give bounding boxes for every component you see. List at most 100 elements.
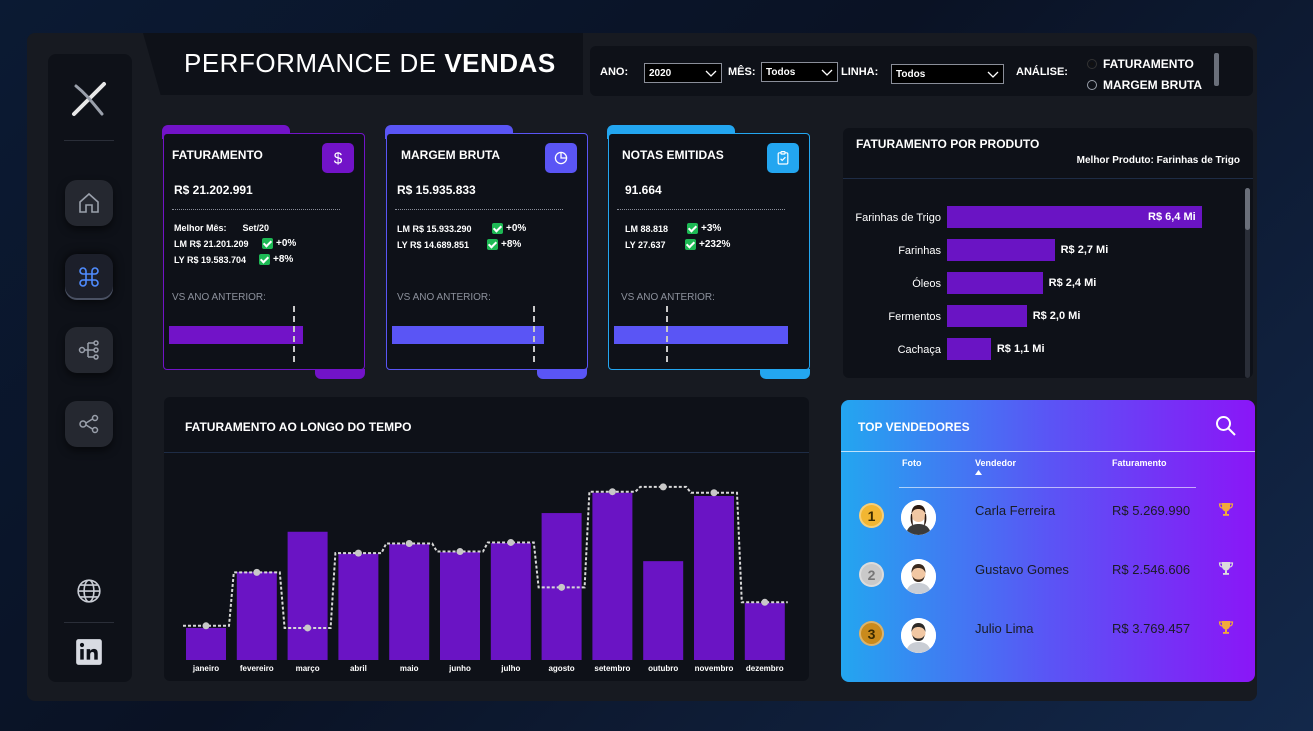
product-bar[interactable] (947, 239, 1055, 261)
globe-button[interactable] (74, 576, 104, 606)
previous-year-point[interactable] (202, 622, 210, 630)
chevron-down-icon (705, 70, 717, 77)
kpi-card-margem-bruta: MARGEM BRUTA R$ 15.935.833 LM R$ 15.933.… (386, 133, 588, 370)
previous-year-point[interactable] (253, 568, 261, 576)
linkedin-icon (76, 639, 102, 665)
mes-select[interactable]: Todos (761, 62, 838, 82)
radio-button-selected[interactable] (1087, 59, 1097, 69)
x-tick-label: agosto (548, 664, 574, 673)
kpi-card-faturamento: FATURAMENTO $ R$ 21.202.991 Melhor Mês: … (163, 133, 365, 370)
radio-faturamento[interactable]: FATURAMENTO (1087, 57, 1194, 71)
previous-year-point[interactable] (710, 489, 718, 497)
search-icon[interactable] (1214, 414, 1238, 438)
previous-year-point[interactable] (354, 549, 362, 557)
header-underline (899, 487, 1196, 488)
x-tick-label: abril (350, 664, 367, 673)
product-row[interactable]: Óleos R$ 2,4 Mi (843, 272, 1243, 296)
kpi-best-month: Melhor Mês: Set/20 (174, 223, 269, 233)
product-bar[interactable] (947, 338, 991, 360)
filter-scrollbar[interactable] (1214, 53, 1219, 86)
column-header-foto: Foto (902, 458, 922, 468)
kpi-ly-label: LY R$ 14.689.851 (397, 239, 470, 250)
radio-button[interactable] (1087, 80, 1097, 90)
product-row[interactable]: Farinhas de Trigo R$ 6,4 Mi (843, 206, 1243, 230)
previous-year-point[interactable] (558, 583, 566, 591)
time-bar[interactable] (338, 553, 379, 660)
kpi-lm-delta: +0% (506, 223, 527, 234)
column-header-vendedor[interactable]: Vendedor (975, 458, 1016, 475)
kpi-title: MARGEM BRUTA (401, 148, 501, 162)
previous-year-point[interactable] (761, 598, 769, 606)
title-tab (143, 33, 583, 95)
kpi-vs-label: VS ANO ANTERIOR: (172, 292, 266, 303)
product-row[interactable]: Cachaça R$ 1,1 Mi (843, 338, 1243, 362)
kpi-vs-label: VS ANO ANTERIOR: (621, 292, 715, 303)
share-icon (79, 414, 99, 434)
chevron-down-icon (987, 71, 999, 78)
time-bar[interactable] (389, 544, 430, 660)
rank-medal-icon: 1 (859, 503, 884, 528)
time-bar[interactable] (694, 495, 734, 660)
time-bar[interactable] (490, 542, 531, 660)
previous-year-point[interactable] (405, 540, 413, 548)
home-icon (79, 192, 99, 213)
ano-select[interactable]: 2020 (644, 63, 722, 83)
time-chart-title: FATURAMENTO AO LONGO DO TEMPO (185, 420, 412, 434)
kpi-reference-line (666, 306, 669, 362)
logo-icon[interactable] (68, 78, 110, 120)
previous-year-point[interactable] (507, 538, 515, 546)
home-button[interactable] (65, 180, 113, 226)
previous-year-point[interactable] (659, 483, 667, 491)
clipboard-icon (767, 143, 799, 173)
x-tick-label: novembro (695, 664, 734, 673)
previous-year-line (183, 485, 788, 629)
kpi-lm-delta: +3% (701, 223, 722, 234)
radio-label: MARGEM BRUTA (1103, 78, 1203, 92)
products-scrollbar[interactable] (1245, 188, 1250, 378)
scrollbar-thumb[interactable] (1245, 188, 1250, 230)
time-bar[interactable] (744, 602, 785, 660)
mes-label: MÊS: (728, 66, 756, 78)
kpi-ly-row: LY R$ 19.583.704 +8% (174, 254, 293, 265)
x-tick-label: fevereiro (240, 664, 274, 673)
time-bar[interactable] (236, 571, 277, 660)
trophy-icon (1218, 503, 1234, 516)
kpi-lm-label: LM R$ 21.201.209 (174, 238, 249, 249)
time-bar[interactable] (287, 531, 328, 660)
kpi-ly-delta: +8% (273, 254, 294, 265)
product-row[interactable]: Fermentos R$ 2,0 Mi (843, 305, 1243, 329)
linkedin-button[interactable] (74, 637, 104, 667)
sidebar-divider (64, 140, 114, 141)
time-bar[interactable] (186, 627, 226, 660)
time-bar[interactable] (440, 552, 480, 660)
product-row[interactable]: Farinhas R$ 2,7 Mi (843, 239, 1243, 263)
product-label: Farinhas (898, 245, 941, 257)
radio-margem-bruta[interactable]: MARGEM BRUTA (1087, 78, 1202, 92)
kpi-ly-row: LY R$ 14.689.851 +8% (397, 239, 521, 250)
command-button[interactable] (65, 254, 113, 300)
product-bar[interactable] (947, 272, 1043, 294)
rank-medal-icon: 3 (859, 621, 884, 646)
product-value: R$ 6,4 Mi (1148, 211, 1196, 223)
previous-year-point[interactable] (456, 548, 464, 556)
previous-year-point[interactable] (304, 624, 312, 632)
page-title: PERFORMANCE DE VENDAS (184, 48, 556, 78)
product-bar[interactable] (947, 305, 1027, 327)
linha-select[interactable]: Todos (891, 64, 1004, 84)
hierarchy-button[interactable] (65, 327, 113, 373)
kpi-reference-line (532, 306, 535, 362)
kpi-value: R$ 15.935.833 (397, 183, 476, 197)
products-title: FATURAMENTO POR PRODUTO (856, 137, 1040, 151)
check-icon (685, 239, 696, 250)
product-bar[interactable] (947, 206, 1202, 228)
share-button[interactable] (65, 401, 113, 447)
avatar (901, 618, 936, 653)
trophy-icon (1218, 621, 1234, 634)
product-label: Óleos (912, 278, 941, 290)
time-divider (164, 452, 809, 453)
time-bar[interactable] (592, 492, 633, 660)
products-divider (843, 178, 1253, 179)
kpi-lm-row: LM R$ 15.933.290 +0% (397, 223, 526, 234)
time-bar[interactable] (643, 561, 684, 660)
previous-year-point[interactable] (608, 488, 616, 496)
